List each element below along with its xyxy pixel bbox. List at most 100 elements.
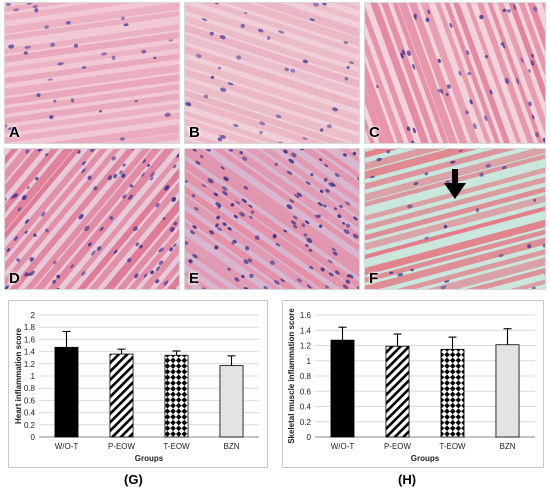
muscle-fiber-stroke <box>5 149 179 289</box>
muscle-fiber-stroke <box>365 207 545 289</box>
cell-nucleus <box>344 76 349 81</box>
cell-nucleus <box>267 35 271 41</box>
cell-nucleus <box>210 75 215 79</box>
x-tick-label: BZN <box>500 442 516 451</box>
bar <box>440 348 465 438</box>
muscle-fiber-stroke <box>5 100 179 143</box>
muscle-fiber-stroke <box>5 149 146 289</box>
cell-nucleus <box>91 250 96 256</box>
muscle-fiber-stroke <box>26 149 179 289</box>
muscle-fiber-stroke <box>47 149 179 289</box>
cell-nucleus <box>194 206 199 211</box>
muscle-fiber-stroke <box>185 190 359 289</box>
cell-nucleus <box>305 243 309 248</box>
cell-nucleus <box>334 173 340 178</box>
cell-nucleus <box>349 61 354 64</box>
panel-caption-g: (G) <box>124 472 143 487</box>
cell-nucleus <box>13 236 19 241</box>
cell-nucleus <box>437 88 441 93</box>
muscle-fiber-stroke <box>185 43 359 143</box>
cell-nucleus <box>444 280 450 283</box>
cell-nucleus <box>401 49 405 55</box>
muscle-fiber-stroke <box>185 149 359 289</box>
bar <box>54 346 79 438</box>
muscle-fiber-stroke <box>5 42 179 95</box>
cell-nucleus <box>294 194 300 199</box>
y-tick-label: 1.4 <box>300 326 312 335</box>
muscle-fiber-stroke <box>365 225 545 289</box>
cell-nucleus <box>502 44 506 49</box>
cell-nucleus <box>531 114 535 120</box>
cell-nucleus <box>147 163 150 167</box>
muscle-fiber-stroke <box>185 149 359 266</box>
cell-nucleus <box>303 233 308 237</box>
y-tick-label: 0.4 <box>24 409 36 418</box>
cell-nucleus <box>209 230 215 235</box>
cell-nucleus <box>185 241 189 246</box>
micrograph-a: A <box>4 2 180 144</box>
bar <box>219 365 244 438</box>
cell-nucleus <box>542 243 545 248</box>
cell-nucleus <box>202 287 207 289</box>
cell-nucleus <box>458 149 464 152</box>
cell-nucleus <box>343 229 350 235</box>
cell-nucleus <box>5 124 8 128</box>
cell-nucleus <box>324 163 329 168</box>
cell-nucleus <box>320 267 325 272</box>
muscle-fiber-stroke <box>185 182 359 289</box>
muscle-fiber-stroke <box>185 149 359 289</box>
cell-nucleus <box>235 200 241 205</box>
cell-nucleus <box>533 198 537 202</box>
cell-nucleus <box>188 259 193 264</box>
cell-nucleus <box>34 8 39 13</box>
down-arrow-icon <box>444 169 466 199</box>
cell-nucleus <box>337 214 342 219</box>
cell-nucleus <box>249 215 253 219</box>
cell-nucleus <box>331 247 336 251</box>
cell-nucleus <box>217 227 223 231</box>
muscle-fiber-stroke <box>365 149 545 213</box>
cell-nucleus <box>317 202 323 207</box>
cell-nucleus <box>81 168 86 174</box>
cell-nucleus <box>332 251 338 256</box>
muscle-fiber-stroke <box>369 3 494 143</box>
cell-nucleus <box>528 68 531 73</box>
muscle-fiber-stroke <box>185 12 359 122</box>
cell-nucleus <box>220 166 225 170</box>
y-tick-label: 1.4 <box>24 348 36 357</box>
cell-nucleus <box>259 121 266 126</box>
micrograph-d-image <box>5 149 179 290</box>
bar <box>385 345 410 438</box>
muscle-fiber-stroke <box>185 176 359 289</box>
cell-nucleus <box>112 173 118 179</box>
cell-nucleus <box>24 45 31 49</box>
cell-nucleus <box>325 285 329 289</box>
cell-nucleus <box>233 123 239 128</box>
muscle-fiber-stroke <box>185 3 359 76</box>
cell-nucleus <box>220 87 227 93</box>
muscle-fiber-stroke <box>365 3 431 143</box>
muscle-fiber-stroke <box>365 167 545 261</box>
cell-nucleus <box>290 68 296 73</box>
cell-nucleus <box>90 149 96 152</box>
y-tick-label: 1 <box>307 357 312 366</box>
muscle-fiber-stroke <box>5 3 179 53</box>
cell-nucleus <box>357 177 359 182</box>
cell-nucleus <box>54 289 58 290</box>
muscle-fiber-stroke <box>365 3 438 143</box>
cell-nucleus <box>155 279 160 284</box>
cell-nucleus <box>232 239 237 244</box>
muscle-fiber-stroke <box>185 3 359 113</box>
cell-nucleus <box>113 249 118 254</box>
cell-nucleus <box>289 199 295 203</box>
cell-nucleus <box>5 285 9 289</box>
cell-nucleus <box>278 141 284 143</box>
cell-nucleus <box>501 165 507 170</box>
skeletal-muscle-inflammation-plot: 0 0.2 0.4 0.6 0.8 1 1.2 1.4 1.6 W/O-T P-EOW T-EOW BZ… <box>287 308 535 463</box>
cell-nucleus <box>111 55 116 60</box>
cell-nucleus <box>296 192 303 197</box>
cell-nucleus <box>172 243 177 248</box>
cell-nucleus <box>413 14 417 21</box>
cell-nucleus <box>248 204 253 208</box>
cell-nucleus <box>290 220 297 225</box>
